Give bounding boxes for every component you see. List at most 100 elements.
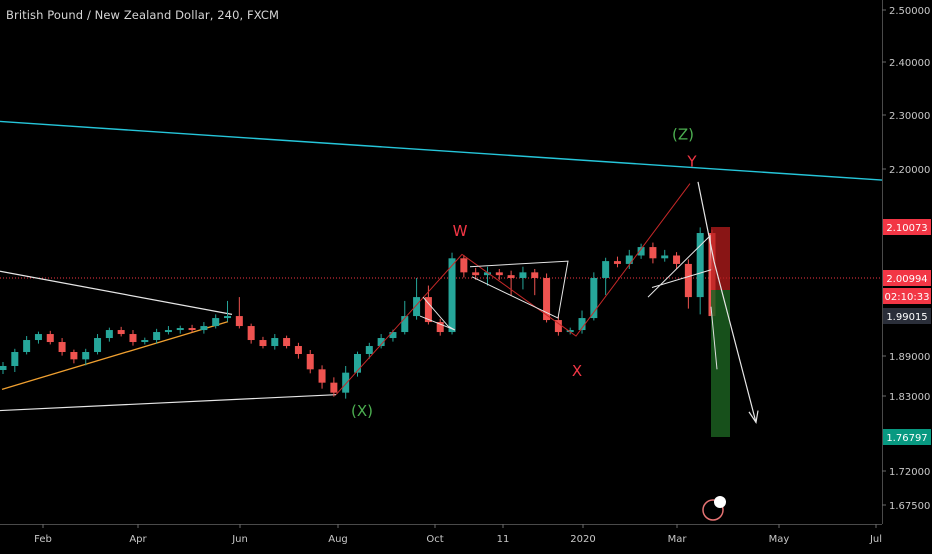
candle xyxy=(483,266,491,286)
candle xyxy=(625,249,633,269)
candle xyxy=(472,267,480,280)
candle-body xyxy=(389,332,397,339)
risk-zone xyxy=(711,227,730,290)
x-tick-label: 11 xyxy=(497,534,510,545)
candle xyxy=(696,227,704,315)
candle xyxy=(543,273,551,323)
y-tick-label: 2.50000 xyxy=(889,6,930,17)
candle-body xyxy=(483,272,491,276)
candle-body xyxy=(153,332,161,341)
candle xyxy=(176,325,184,334)
candle-body xyxy=(117,330,125,335)
candle xyxy=(164,326,172,335)
candle xyxy=(188,324,196,333)
candle xyxy=(94,334,102,355)
candle-body xyxy=(0,366,7,370)
candle xyxy=(460,254,468,278)
candle xyxy=(519,266,527,290)
candle xyxy=(23,336,31,355)
plot-area xyxy=(0,0,882,524)
candle-body xyxy=(649,247,657,259)
candle xyxy=(495,268,503,280)
arrow-head xyxy=(748,410,759,425)
candle-body xyxy=(519,272,527,278)
reward-zone xyxy=(711,290,730,437)
candle xyxy=(11,348,19,372)
chart-title: British Pound / New Zealand Dollar, 240,… xyxy=(6,8,280,22)
candle xyxy=(531,268,539,296)
candle xyxy=(684,259,692,309)
wave-label: Y xyxy=(686,152,697,170)
candle xyxy=(306,350,314,374)
candle-body xyxy=(661,255,669,259)
candle xyxy=(105,327,113,342)
price-badge-bg xyxy=(883,270,931,286)
candle xyxy=(212,314,220,329)
price-badge-bg xyxy=(883,308,931,324)
candle-body xyxy=(365,346,373,355)
price-badge-label: 2.10073 xyxy=(886,223,927,234)
candle xyxy=(590,272,598,321)
candle-body xyxy=(11,352,19,366)
candle-body xyxy=(164,330,172,333)
candle xyxy=(578,310,586,334)
candle xyxy=(377,334,385,349)
event-icon xyxy=(702,499,724,521)
candle-body xyxy=(200,326,208,331)
candle-body xyxy=(23,340,31,353)
candle-body xyxy=(448,258,456,333)
projected-path xyxy=(697,181,757,423)
candle-body xyxy=(673,255,681,264)
candle xyxy=(637,243,645,259)
candle xyxy=(224,300,232,322)
y-tick-label: 2.30000 xyxy=(889,111,930,122)
candle-body xyxy=(271,338,279,347)
candle xyxy=(0,362,7,374)
candle-body xyxy=(247,326,255,341)
candle-body xyxy=(212,318,220,327)
price-badge-label: 1.76797 xyxy=(886,433,927,444)
triangle-drawing xyxy=(469,260,569,319)
countdown-bg xyxy=(883,288,931,304)
x-tick-label: May xyxy=(769,534,790,545)
candle-body xyxy=(424,297,432,323)
candle-body xyxy=(188,328,196,331)
channel-trendline xyxy=(0,120,883,181)
candle xyxy=(448,252,456,335)
candle-body xyxy=(472,272,480,276)
candle xyxy=(283,335,291,349)
candle xyxy=(602,257,610,296)
candle xyxy=(294,342,302,359)
candle xyxy=(117,326,125,337)
candle-body xyxy=(141,340,149,343)
candle xyxy=(34,331,42,344)
x-tick-label: Feb xyxy=(34,534,52,545)
candle xyxy=(153,328,161,344)
price-badge-bg xyxy=(883,219,931,235)
candle xyxy=(613,256,621,268)
candle-body xyxy=(401,316,409,333)
candle xyxy=(141,337,149,345)
x-tick-label: Jun xyxy=(231,534,248,545)
candle-body xyxy=(294,346,302,355)
candle-body xyxy=(507,275,515,278)
x-tick-label: 2020 xyxy=(570,534,595,545)
y-tick-label: 1.83000 xyxy=(889,392,930,403)
candle-body xyxy=(531,272,539,278)
candle-body xyxy=(684,263,692,298)
y-tick-label: 2.20000 xyxy=(889,165,930,176)
price-badge: 1.99015 xyxy=(883,308,931,324)
wave-label: X xyxy=(572,362,582,380)
candle-body xyxy=(377,338,385,347)
y-tick-label: 1.89000 xyxy=(889,352,930,363)
candle xyxy=(318,365,326,389)
candle-body xyxy=(34,334,42,341)
wave-label: (X) xyxy=(351,402,373,420)
candle-body xyxy=(94,338,102,353)
candle xyxy=(507,270,515,296)
candle-body xyxy=(578,318,586,331)
candle-body xyxy=(554,320,562,333)
candle-body xyxy=(70,352,78,360)
